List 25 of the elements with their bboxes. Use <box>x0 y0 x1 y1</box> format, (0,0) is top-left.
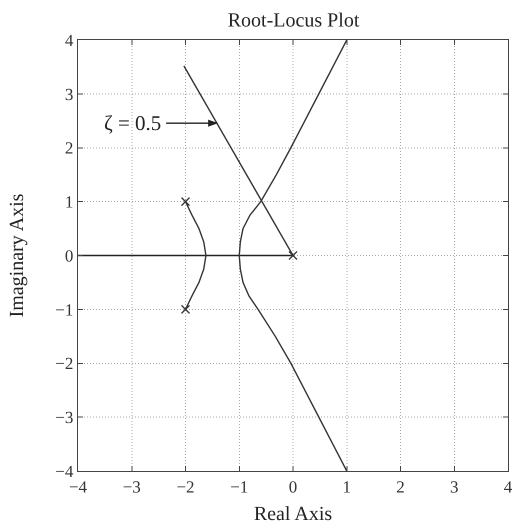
x-tick-label: 4 <box>504 478 513 497</box>
y-tick-label: 4 <box>64 30 74 50</box>
line-series <box>184 200 207 310</box>
y-tick-label: −3 <box>55 408 74 428</box>
x-tick-label: −3 <box>122 478 141 497</box>
x-tick-label: −2 <box>176 478 195 497</box>
point <box>288 250 298 260</box>
y-tick-label: −2 <box>55 354 74 374</box>
y-tick-label: −1 <box>55 300 74 320</box>
x-tick-label: 3 <box>450 478 458 497</box>
y-tick-label: 3 <box>64 84 74 104</box>
y-tick-label: −4 <box>55 462 74 481</box>
x-tick-label: 2 <box>396 478 405 497</box>
y-tick-label: 2 <box>64 138 74 158</box>
y-axis-title: Imaginary Axis <box>6 193 28 318</box>
chart-title: Root-Locus Plot <box>228 9 360 32</box>
x-tick-label: 1 <box>342 478 351 497</box>
y-tick-label: 1 <box>64 192 74 212</box>
x-axis-title: Real Axis <box>254 503 332 525</box>
annotation: ζ = 0.5 <box>104 111 162 135</box>
point <box>180 304 190 314</box>
point <box>180 196 190 206</box>
y-tick-label: 0 <box>64 246 74 266</box>
x-tick-label: 0 <box>288 478 298 497</box>
x-tick-label: −1 <box>230 478 248 497</box>
